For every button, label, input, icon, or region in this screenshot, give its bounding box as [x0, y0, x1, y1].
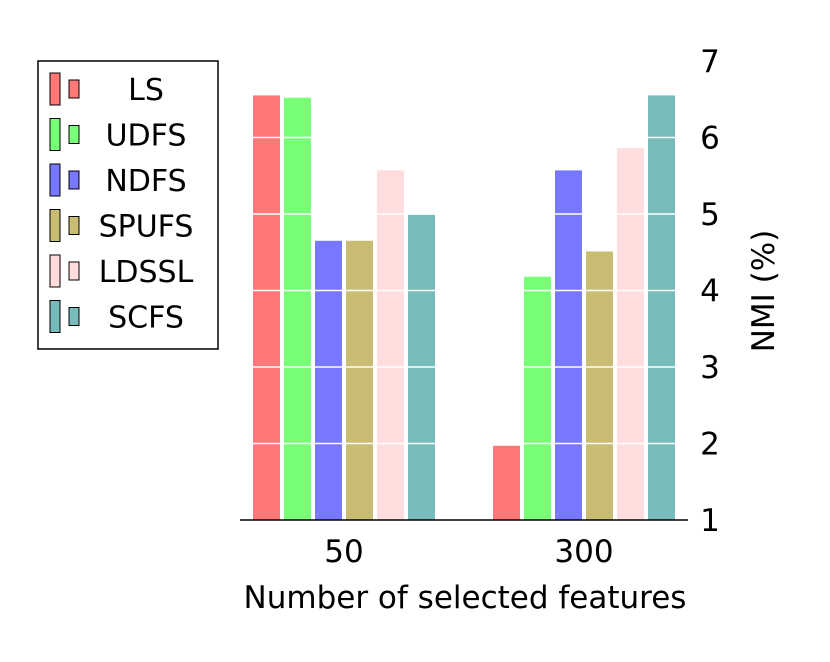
- y-tick-label-5: 5: [700, 197, 720, 233]
- legend-label-ls: LS: [128, 73, 164, 108]
- bar-ls-300: [493, 445, 520, 520]
- legend-box: [37, 60, 219, 350]
- legend-swatch-large-spufs: [49, 209, 61, 242]
- bars-layer: [253, 95, 675, 521]
- legend-swatch-large-scfs: [49, 300, 61, 333]
- bar-udfs-300: [524, 276, 551, 520]
- y-tick-label-2: 2: [700, 427, 720, 463]
- legend-items: LS UDFS NDFS SPUFS LDSSL SCFS: [49, 72, 194, 336]
- x-tick-labels: 50 300: [324, 534, 613, 570]
- bar-ldssl-50: [377, 170, 404, 520]
- bar-ndfs-300: [555, 170, 582, 520]
- x-tick-label-50: 50: [324, 534, 363, 570]
- legend-swatch-small-udfs: [68, 125, 80, 144]
- x-axis-label: Number of selected features: [244, 580, 687, 616]
- legend-label-ndfs: NDFS: [105, 164, 186, 199]
- y-tick-label-1: 1: [700, 503, 720, 539]
- bar-ls-50: [253, 95, 280, 521]
- legend-swatch-large-ndfs: [49, 163, 61, 197]
- legend-item-spufs: SPUFS: [49, 209, 194, 245]
- legend-swatch-large-udfs: [49, 118, 61, 151]
- legend-item-ndfs: NDFS: [49, 163, 187, 199]
- legend-item-udfs: UDFS: [49, 118, 187, 154]
- x-tick-label-300: 300: [554, 534, 613, 570]
- legend-swatch-small-scfs: [68, 307, 80, 326]
- legend-swatch-small-ls: [68, 79, 80, 99]
- bar-spufs-300: [586, 251, 613, 521]
- legend-item-ldssl: LDSSL: [49, 254, 194, 290]
- legend-swatch-small-ldssl: [68, 261, 80, 281]
- bar-ndfs-50: [315, 240, 342, 520]
- legend-swatch-large-ldssl: [49, 254, 61, 288]
- grid-layer: [245, 136, 678, 445]
- legend-label-ldssl: LDSSL: [99, 255, 194, 290]
- bar-ldssl-300: [617, 148, 644, 520]
- bar-udfs-50: [284, 97, 311, 520]
- y-tick-label-7: 7: [700, 44, 720, 80]
- legend-swatch-small-spufs: [68, 216, 80, 235]
- y-tick-label-3: 3: [700, 350, 720, 386]
- legend-swatch-small-ndfs: [68, 170, 80, 190]
- y-tick-labels: 1 2 3 4 5 6 7: [700, 44, 720, 539]
- bar-spufs-50: [346, 240, 373, 520]
- legend-item-scfs: SCFS: [49, 300, 184, 336]
- legend-label-udfs: UDFS: [106, 119, 187, 154]
- legend: LS UDFS NDFS SPUFS LDSSL SCFS: [37, 60, 219, 350]
- legend-label-scfs: SCFS: [108, 301, 184, 336]
- legend-label-spufs: SPUFS: [99, 210, 194, 245]
- legend-swatch-large-ls: [49, 72, 61, 106]
- y-axis-label: NMI (%): [746, 230, 782, 353]
- y-tick-label-4: 4: [700, 274, 720, 310]
- y-tick-label-6: 6: [700, 121, 720, 157]
- legend-item-ls: LS: [49, 72, 164, 108]
- bar-scfs-300: [648, 95, 675, 521]
